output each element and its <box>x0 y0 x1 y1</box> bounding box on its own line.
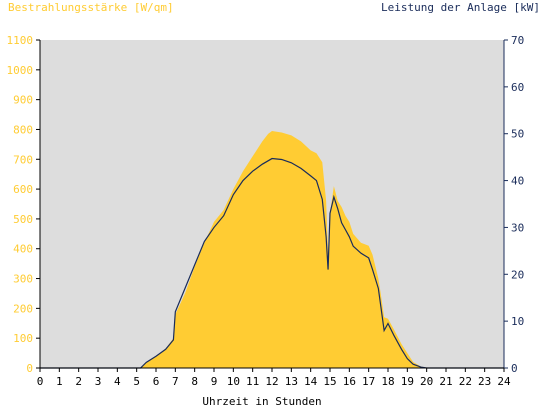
x-tick-label: 8 <box>191 375 198 388</box>
right-tick-label: 50 <box>511 128 524 141</box>
x-tick-label: 19 <box>401 375 414 388</box>
right-axis-title: Leistung der Anlage [kW] <box>381 1 540 14</box>
x-tick-label: 0 <box>37 375 44 388</box>
right-tick-label: 0 <box>511 362 518 375</box>
right-tick-label: 60 <box>511 81 524 94</box>
x-tick-label: 9 <box>211 375 218 388</box>
x-tick-label: 11 <box>246 375 259 388</box>
x-tick-label: 2 <box>75 375 82 388</box>
right-tick-label: 20 <box>511 268 524 281</box>
left-tick-label: 500 <box>13 213 33 226</box>
x-tick-label: 14 <box>304 375 318 388</box>
left-tick-label: 900 <box>13 94 33 107</box>
left-tick-label: 800 <box>13 123 33 136</box>
left-tick-label: 400 <box>13 243 33 256</box>
left-tick-label: 0 <box>26 362 33 375</box>
right-tick-label: 30 <box>511 221 524 234</box>
left-tick-label: 1100 <box>7 34 34 47</box>
x-tick-label: 12 <box>265 375 278 388</box>
x-tick-label: 10 <box>227 375 240 388</box>
x-axis-title: Uhrzeit in Stunden <box>202 395 321 408</box>
left-tick-labels: 0 100 200 300 400 500 600 700 800 900 1000 1100 <box>7 34 40 375</box>
x-tick-label: 15 <box>323 375 336 388</box>
right-tick-label: 10 <box>511 315 524 328</box>
left-tick-label: 200 <box>13 302 33 315</box>
x-tick-label: 6 <box>153 375 160 388</box>
irradiance-area-layer <box>40 130 504 368</box>
x-tick-label: 1 <box>56 375 63 388</box>
x-tick-label: 23 <box>478 375 491 388</box>
x-tick-label: 4 <box>114 375 121 388</box>
x-tick-label: 17 <box>362 375 375 388</box>
x-tick-label: 18 <box>381 375 394 388</box>
irradiance-area <box>40 130 504 368</box>
x-tick-label: 13 <box>285 375 298 388</box>
right-tick-label: 40 <box>511 175 524 188</box>
x-tick-label: 21 <box>439 375 452 388</box>
left-tick-label: 700 <box>13 153 33 166</box>
left-tick-label: 600 <box>13 183 33 196</box>
left-tick-label: 300 <box>13 273 33 286</box>
right-tick-labels: 0 10 20 30 40 50 60 70 <box>504 34 524 375</box>
right-tick-label: 70 <box>511 34 524 47</box>
x-tick-label: 5 <box>133 375 140 388</box>
x-tick-label: 22 <box>459 375 472 388</box>
left-axis-title: Bestrahlungsstärke [W/qm] <box>8 1 174 14</box>
left-tick-label: 100 <box>13 332 33 345</box>
left-tick-label: 1000 <box>7 64 34 77</box>
x-tick-label: 16 <box>343 375 356 388</box>
x-tick-label: 3 <box>95 375 102 388</box>
power-line <box>40 157 504 369</box>
x-tick-labels: 0 1 2 3 4 5 6 7 8 9 10 11 12 13 14 15 16 17 18 19 20 21 22 23 24 <box>37 368 511 388</box>
x-tick-label: 20 <box>420 375 433 388</box>
x-tick-label: 7 <box>172 375 179 388</box>
power-line-layer <box>40 157 504 369</box>
x-tick-label: 24 <box>497 375 511 388</box>
